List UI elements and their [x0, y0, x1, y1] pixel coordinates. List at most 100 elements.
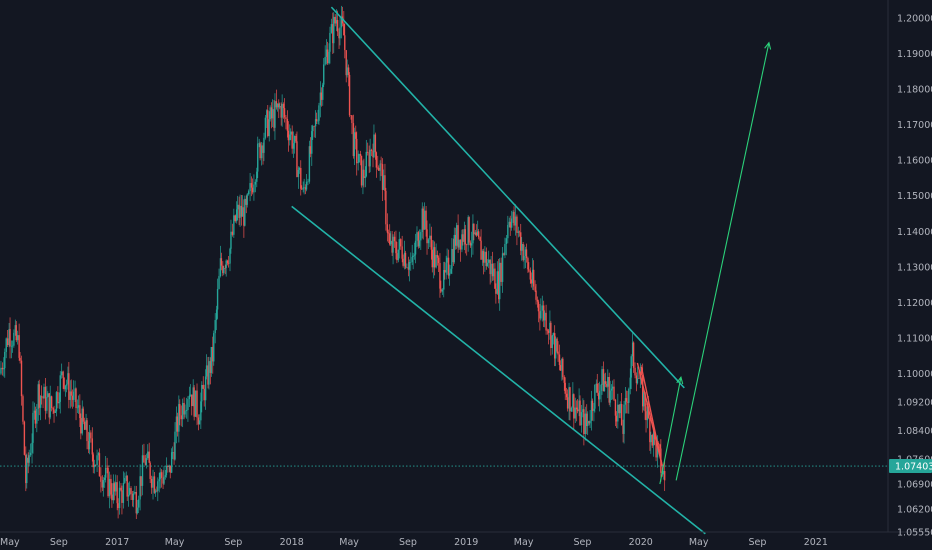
- candle-body: [391, 240, 393, 253]
- candle-body: [60, 371, 63, 376]
- candle-body: [187, 399, 189, 411]
- candle-body: [39, 396, 42, 408]
- channel-lower-line[interactable]: [291, 205, 706, 535]
- candle-body: [573, 394, 575, 419]
- candle-body: [75, 388, 77, 409]
- candle-body: [85, 420, 87, 430]
- candle-body: [422, 208, 424, 230]
- candle-body: [192, 387, 194, 407]
- candle-body: [426, 229, 428, 244]
- candle-body: [655, 439, 657, 458]
- candle-body: [482, 251, 485, 263]
- candle-body: [630, 356, 632, 378]
- candle-body: [420, 232, 422, 241]
- candle-body: [644, 392, 646, 412]
- candle-body: [144, 462, 147, 465]
- y-axis[interactable]: 1.20000 1.19000 1.18000 1.17000 1.16000 1.150…: [897, 13, 932, 538]
- candle-body: [491, 263, 494, 277]
- candle-body: [663, 471, 666, 481]
- candle-body: [171, 452, 174, 453]
- candle-body: [282, 104, 285, 109]
- candle-body: [234, 215, 236, 222]
- current-price-tag: 1.07403: [889, 459, 932, 474]
- candle-body: [574, 407, 576, 419]
- candle-body: [203, 388, 205, 401]
- candle-body: [431, 249, 433, 268]
- candle-body: [247, 191, 250, 195]
- candle-body: [345, 50, 347, 76]
- x-tick-label: Sep: [749, 537, 767, 548]
- candle-body: [91, 438, 93, 455]
- candle-body: [603, 381, 606, 392]
- candle-body: [100, 476, 102, 482]
- candle-body: [193, 387, 195, 417]
- candle-body: [28, 455, 30, 463]
- candle-body: [317, 120, 319, 122]
- forecast-large-line[interactable]: [675, 42, 770, 481]
- candle-body: [350, 115, 352, 116]
- candle-body: [372, 150, 374, 158]
- candle-body: [614, 399, 617, 416]
- candle-body: [302, 187, 304, 190]
- candle-body: [623, 404, 625, 434]
- candle-body: [586, 420, 589, 427]
- candle-body: [251, 187, 254, 193]
- candle-body: [375, 152, 378, 168]
- candle-body: [517, 231, 520, 233]
- candle-body: [410, 261, 412, 263]
- candle-body: [589, 420, 591, 424]
- y-tick-label: 1.13000: [897, 262, 932, 273]
- candle-body: [373, 134, 375, 158]
- candle-body: [140, 476, 142, 486]
- candle-body: [554, 333, 556, 359]
- candle-body: [527, 258, 529, 270]
- candle-body: [552, 333, 554, 336]
- candle-body: [262, 145, 264, 153]
- candle-body: [634, 367, 636, 376]
- candle-body: [74, 388, 76, 392]
- candle-body: [455, 234, 457, 246]
- candle-body: [295, 135, 297, 142]
- candle-body: [224, 268, 226, 269]
- y-tick-label: 1.12000: [897, 298, 932, 309]
- candle-body: [384, 175, 386, 191]
- candle-body: [19, 357, 21, 361]
- candle-body: [617, 404, 619, 422]
- candle-body: [121, 490, 123, 503]
- forecast-small-arrowhead: [676, 375, 684, 385]
- candle-body: [365, 151, 367, 177]
- candle-body: [215, 309, 218, 321]
- candle-body: [398, 239, 400, 250]
- candle-body: [137, 499, 140, 508]
- candle-body: [516, 216, 518, 233]
- candle-body: [167, 465, 169, 467]
- forecast-small-line[interactable]: [659, 377, 682, 485]
- candle-body: [412, 255, 414, 257]
- candle-body: [25, 454, 27, 484]
- candle-body: [358, 154, 360, 163]
- candle-body: [270, 107, 273, 119]
- candle-body: [607, 376, 609, 387]
- candle-body: [641, 374, 644, 407]
- candle-body: [296, 141, 298, 178]
- candle-body: [183, 402, 185, 415]
- candle-body: [443, 269, 445, 290]
- candle-body: [370, 149, 373, 151]
- candle-body: [143, 455, 145, 463]
- candle-body: [602, 369, 605, 392]
- candle-body: [280, 106, 282, 118]
- candle-body: [243, 207, 245, 226]
- candle-body: [425, 210, 427, 230]
- candle-body: [226, 260, 229, 264]
- candle-body: [378, 167, 380, 171]
- candle-body: [157, 481, 159, 491]
- candle-body: [649, 417, 651, 443]
- candle-body: [279, 106, 281, 108]
- candle-body: [88, 432, 91, 450]
- x-axis[interactable]: May Sep 2017 May Sep 2018 May Sep 2019 May Sep 2020…: [0, 537, 828, 548]
- channel-upper-line[interactable]: [330, 6, 685, 389]
- candle-body: [324, 56, 326, 65]
- candle-body: [374, 134, 377, 153]
- candle-body: [162, 477, 164, 484]
